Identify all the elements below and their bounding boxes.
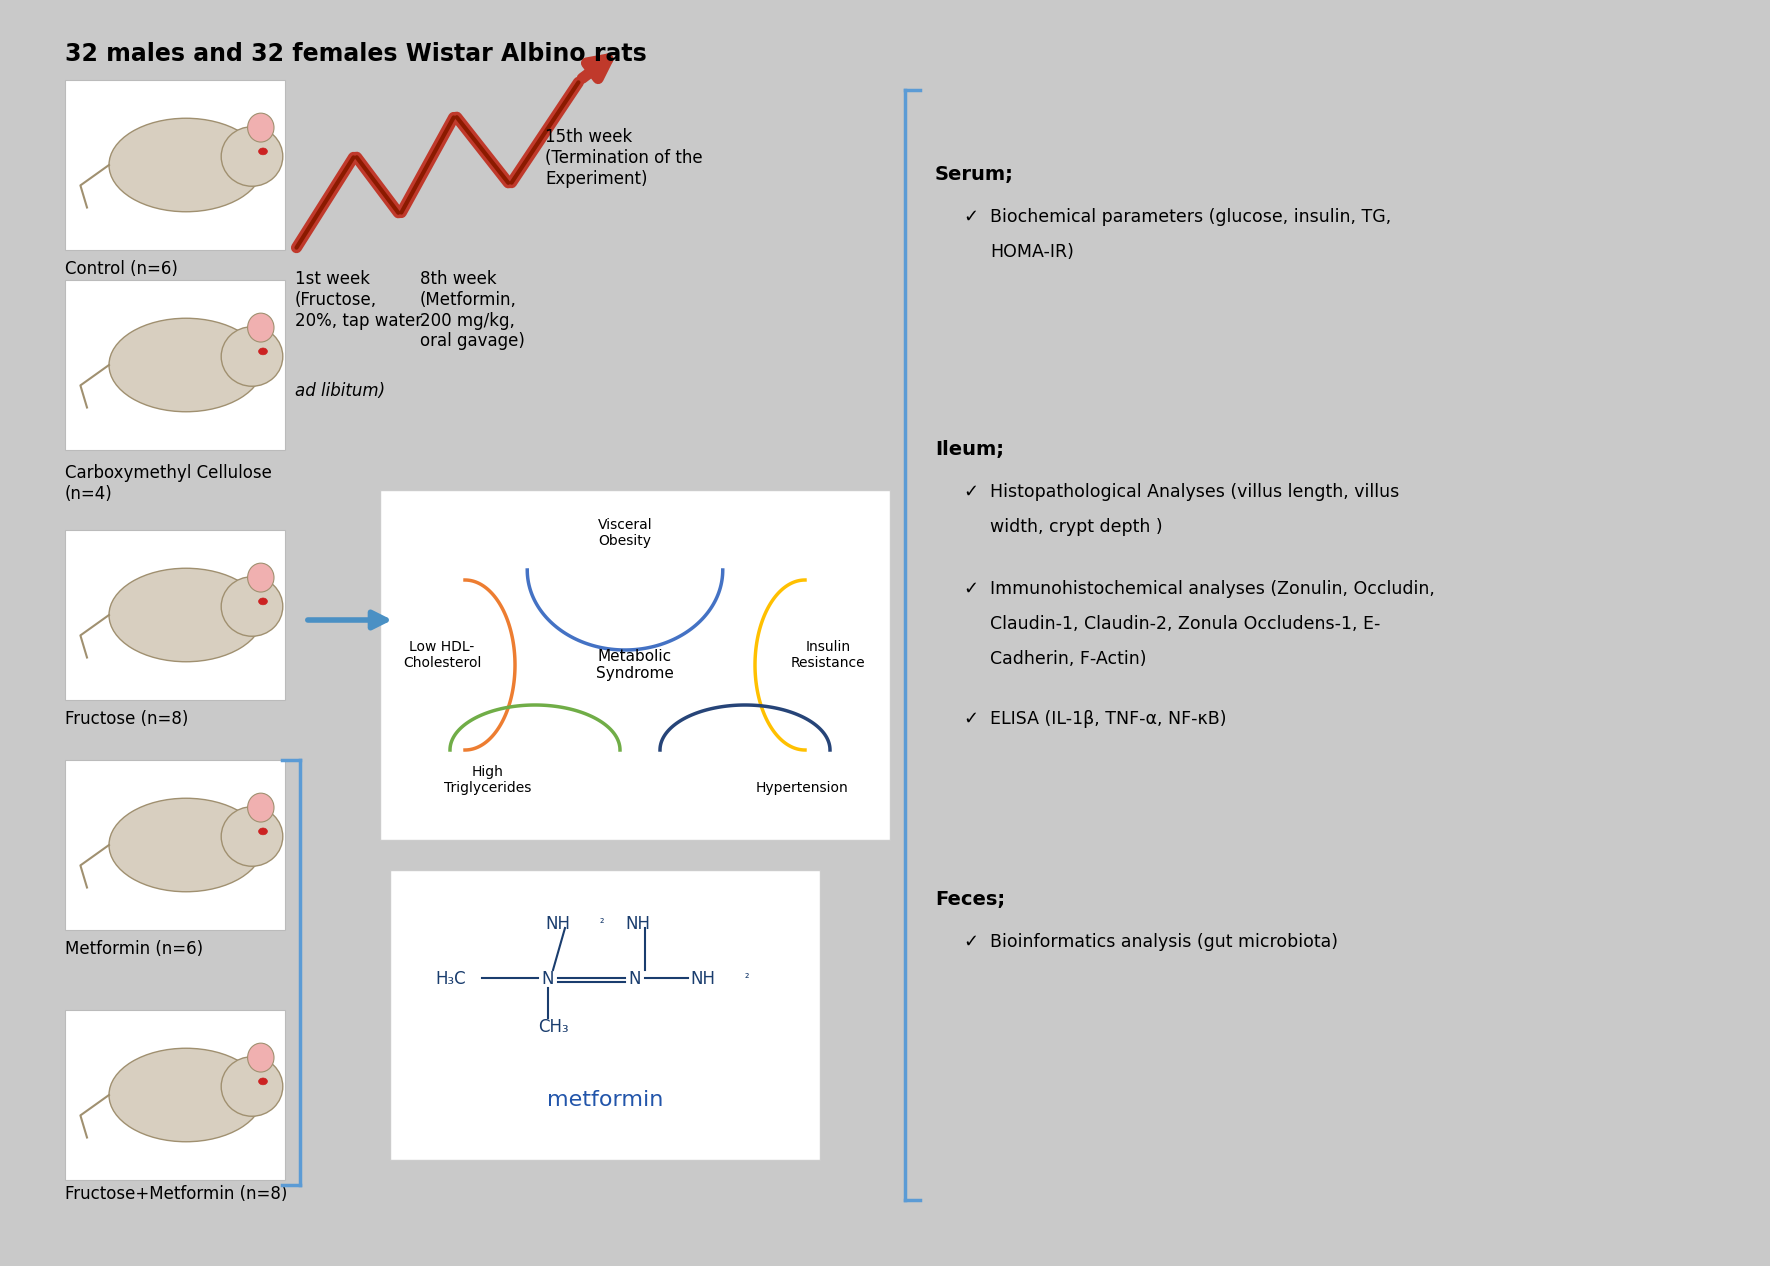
- Text: Fructose (n=8): Fructose (n=8): [65, 710, 188, 728]
- Text: Cadherin, F-Actin): Cadherin, F-Actin): [989, 649, 1147, 668]
- Text: 32 males and 32 females Wistar Albino rats: 32 males and 32 females Wistar Albino ra…: [65, 42, 646, 66]
- Ellipse shape: [258, 148, 267, 154]
- Text: ELISA (IL-1β, TNF-α, NF-κB): ELISA (IL-1β, TNF-α, NF-κB): [989, 710, 1227, 728]
- FancyBboxPatch shape: [65, 80, 285, 249]
- Text: Immunohistochemical analyses (Zonulin, Occludin,: Immunohistochemical analyses (Zonulin, O…: [989, 580, 1435, 598]
- Text: Claudin-1, Claudin-2, Zonula Occludens-1, E-: Claudin-1, Claudin-2, Zonula Occludens-1…: [989, 615, 1381, 633]
- Ellipse shape: [221, 1057, 283, 1117]
- Text: 1st week
(Fructose,
20%, tap water: 1st week (Fructose, 20%, tap water: [296, 270, 421, 329]
- Ellipse shape: [248, 794, 274, 822]
- Text: Bioinformatics analysis (gut microbiota): Bioinformatics analysis (gut microbiota): [989, 933, 1338, 951]
- Ellipse shape: [221, 806, 283, 866]
- Text: ad libitum): ad libitum): [296, 382, 386, 400]
- Text: ₂: ₂: [600, 915, 605, 925]
- Text: NH: NH: [690, 970, 715, 987]
- Ellipse shape: [221, 577, 283, 637]
- Text: Biochemical parameters (glucose, insulin, TG,: Biochemical parameters (glucose, insulin…: [989, 208, 1391, 227]
- Text: Histopathological Analyses (villus length, villus: Histopathological Analyses (villus lengt…: [989, 484, 1400, 501]
- Ellipse shape: [110, 318, 264, 411]
- Ellipse shape: [258, 828, 267, 834]
- Ellipse shape: [248, 313, 274, 342]
- FancyBboxPatch shape: [65, 280, 285, 449]
- Text: H₃C: H₃C: [435, 970, 466, 987]
- Text: Control (n=6): Control (n=6): [65, 260, 177, 279]
- Text: 15th week
(Termination of the
Experiment): 15th week (Termination of the Experiment…: [545, 128, 703, 187]
- Ellipse shape: [248, 113, 274, 142]
- Text: Carboxymethyl Cellulose
(n=4): Carboxymethyl Cellulose (n=4): [65, 465, 273, 503]
- Text: Serum;: Serum;: [935, 165, 1014, 184]
- Text: Insulin
Resistance: Insulin Resistance: [791, 639, 866, 670]
- Text: Hypertension: Hypertension: [756, 781, 848, 795]
- Text: NH: NH: [625, 915, 650, 933]
- Text: Feces;: Feces;: [935, 890, 1005, 909]
- Text: Metformin (n=6): Metformin (n=6): [65, 939, 204, 958]
- Text: ✓: ✓: [963, 580, 979, 598]
- Ellipse shape: [221, 127, 283, 186]
- Text: HOMA-IR): HOMA-IR): [989, 243, 1074, 261]
- Text: N: N: [628, 970, 641, 987]
- Text: ₂: ₂: [745, 970, 749, 980]
- Ellipse shape: [258, 598, 267, 605]
- FancyBboxPatch shape: [65, 530, 285, 700]
- Text: metformin: metformin: [547, 1090, 664, 1110]
- Text: N: N: [542, 970, 554, 987]
- Ellipse shape: [110, 1048, 264, 1142]
- Text: Fructose+Metformin (n=8): Fructose+Metformin (n=8): [65, 1185, 287, 1203]
- Text: Metabolic
Syndrome: Metabolic Syndrome: [596, 648, 674, 681]
- Text: Low HDL-
Cholesterol: Low HDL- Cholesterol: [404, 639, 481, 670]
- Ellipse shape: [110, 799, 264, 891]
- Ellipse shape: [110, 118, 264, 211]
- Ellipse shape: [110, 568, 264, 662]
- FancyBboxPatch shape: [65, 760, 285, 931]
- Text: CH₃: CH₃: [538, 1018, 568, 1036]
- Text: ✓: ✓: [963, 484, 979, 501]
- Text: High
Triglycerides: High Triglycerides: [444, 765, 531, 795]
- Ellipse shape: [221, 327, 283, 386]
- Ellipse shape: [248, 1043, 274, 1072]
- Ellipse shape: [248, 563, 274, 592]
- FancyBboxPatch shape: [381, 490, 890, 841]
- Text: ✓: ✓: [963, 710, 979, 728]
- Text: width, crypt depth ): width, crypt depth ): [989, 518, 1163, 536]
- FancyBboxPatch shape: [389, 870, 820, 1160]
- Text: 8th week
(Metformin,
200 mg/kg,
oral gavage): 8th week (Metformin, 200 mg/kg, oral gav…: [419, 270, 526, 351]
- Text: Ileum;: Ileum;: [935, 441, 1004, 460]
- Ellipse shape: [258, 1079, 267, 1085]
- Text: ✓: ✓: [963, 208, 979, 227]
- Text: Visceral
Obesity: Visceral Obesity: [598, 518, 653, 548]
- FancyBboxPatch shape: [65, 1010, 285, 1180]
- Text: NH: NH: [545, 915, 570, 933]
- Text: ✓: ✓: [963, 933, 979, 951]
- Ellipse shape: [258, 348, 267, 354]
